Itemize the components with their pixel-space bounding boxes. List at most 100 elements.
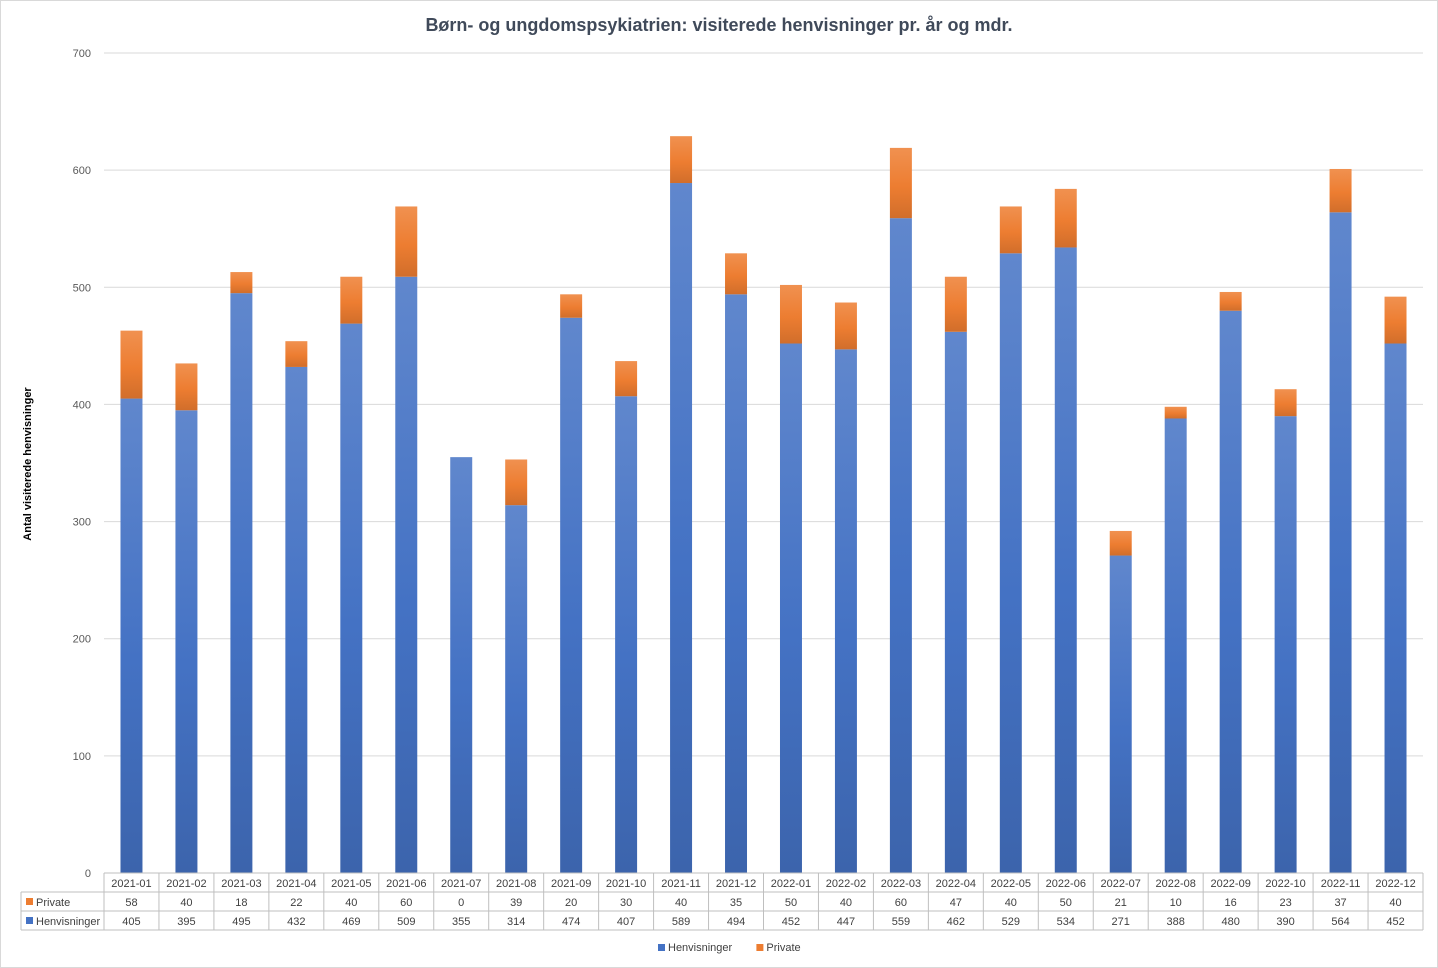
y-tick-label: 500 [73, 282, 91, 294]
data-label: 40 [1389, 897, 1401, 909]
bar-private-2021-04 [285, 341, 308, 367]
x-tick-label: 2021-10 [606, 878, 646, 890]
bar-henvisninger-2022-08 [1164, 418, 1187, 873]
x-tick-label: 2021-08 [496, 878, 536, 890]
x-tick-label: 2022-08 [1156, 878, 1196, 890]
bar-private-2021-01 [120, 330, 143, 399]
data-label: 50 [785, 897, 797, 909]
bar-private-2021-12 [725, 253, 748, 295]
data-label: 447 [837, 916, 855, 928]
bar-henvisninger-2022-01 [779, 343, 802, 873]
bar-henvisninger-2021-11 [670, 183, 693, 873]
bar-henvisninger-2021-01 [120, 398, 143, 873]
data-table: 2021-01 2021-02 2021-03 2021-04 2021-05 2021-… [20, 872, 1424, 931]
bar-private-2021-08 [505, 459, 528, 506]
bar-henvisninger-2022-11 [1329, 212, 1352, 874]
data-label: 30 [620, 897, 632, 909]
bar-henvisninger-2021-04 [285, 366, 308, 873]
data-label: 58 [125, 897, 137, 909]
bar-private-2022-11 [1329, 168, 1352, 213]
data-label: 452 [1386, 916, 1404, 928]
data-label: 0 [458, 897, 464, 909]
data-label: 529 [1002, 916, 1020, 928]
legend-label: Private [766, 942, 800, 954]
bar-private-2022-01 [779, 284, 802, 344]
data-label: 60 [895, 897, 907, 909]
bar-henvisninger-2022-04 [944, 331, 967, 873]
data-label: 480 [1221, 916, 1239, 928]
x-tick-label: 2022-09 [1210, 878, 1250, 890]
x-tick-label: 2021-11 [661, 878, 701, 890]
bar-private-2022-08 [1164, 406, 1187, 419]
data-label: 39 [510, 897, 522, 909]
x-tick-label: 2022-04 [936, 878, 976, 890]
bar-henvisninger-2021-07 [450, 457, 473, 873]
bar-henvisninger-2021-12 [725, 294, 748, 873]
x-tick-label: 2022-05 [991, 878, 1031, 890]
data-label: 390 [1276, 916, 1294, 928]
x-tick-label: 2021-12 [716, 878, 756, 890]
data-label: 10 [1170, 897, 1182, 909]
data-label: 23 [1279, 897, 1291, 909]
legend: Henvisninger Private [658, 942, 801, 954]
x-tick-label: 2022-10 [1265, 878, 1305, 890]
bar-henvisninger-2022-06 [1054, 247, 1077, 873]
x-tick-label: 2022-01 [771, 878, 811, 890]
data-label: 47 [950, 897, 962, 909]
bar-private-2022-04 [944, 276, 967, 332]
data-label: 388 [1167, 916, 1185, 928]
data-label: 50 [1060, 897, 1072, 909]
x-tick-label: 2021-04 [276, 878, 316, 890]
data-label: 407 [617, 916, 635, 928]
y-axis-ticks: 0 100 200 300 400 500 600 700 [73, 48, 91, 880]
bar-private-2021-10 [615, 361, 638, 397]
bar-henvisninger-2022-10 [1274, 416, 1297, 873]
data-label: 40 [1005, 897, 1017, 909]
bar-henvisninger-2021-02 [175, 410, 198, 873]
bar-private-2021-11 [670, 136, 693, 184]
data-label: 22 [290, 897, 302, 909]
data-label: 35 [730, 897, 742, 909]
legend-label: Henvisninger [668, 942, 733, 954]
y-tick-label: 100 [73, 751, 91, 763]
x-tick-label: 2022-11 [1321, 878, 1361, 890]
x-tick-label: 2022-06 [1046, 878, 1086, 890]
x-tick-label: 2021-02 [166, 878, 206, 890]
data-label: 495 [232, 916, 250, 928]
y-tick-label: 200 [73, 634, 91, 646]
data-label: 18 [235, 897, 247, 909]
x-tick-label: 2021-09 [551, 878, 591, 890]
data-label: 60 [400, 897, 412, 909]
bar-private-2022-12 [1384, 296, 1407, 344]
data-label: 589 [672, 916, 690, 928]
data-label: 494 [727, 916, 745, 928]
x-tick-label: 2021-07 [441, 878, 481, 890]
x-tick-label: 2021-01 [111, 878, 151, 890]
data-label: 21 [1115, 897, 1127, 909]
x-tick-label: 2022-12 [1375, 878, 1415, 890]
data-label: 40 [675, 897, 687, 909]
table-series-label: Henvisninger [36, 916, 101, 928]
bar-private-2021-03 [230, 272, 253, 294]
bar-henvisninger-2021-09 [560, 317, 583, 873]
bar-series [120, 136, 1407, 874]
bar-henvisninger-2021-03 [230, 293, 253, 874]
bar-private-2021-02 [175, 363, 198, 411]
bar-private-2022-02 [834, 302, 857, 350]
data-label: 405 [122, 916, 140, 928]
data-label: 40 [180, 897, 192, 909]
data-label: 355 [452, 916, 470, 928]
legend-key [658, 944, 665, 951]
x-tick-label: 2021-05 [331, 878, 371, 890]
data-label: 40 [345, 897, 357, 909]
data-label: 40 [840, 897, 852, 909]
bar-private-2022-10 [1274, 389, 1297, 417]
data-label: 395 [177, 916, 195, 928]
data-label: 559 [892, 916, 910, 928]
bar-henvisninger-2021-08 [505, 505, 528, 873]
y-tick-label: 300 [73, 517, 91, 529]
bar-private-2021-06 [395, 206, 418, 277]
bar-henvisninger-2021-06 [395, 276, 418, 873]
